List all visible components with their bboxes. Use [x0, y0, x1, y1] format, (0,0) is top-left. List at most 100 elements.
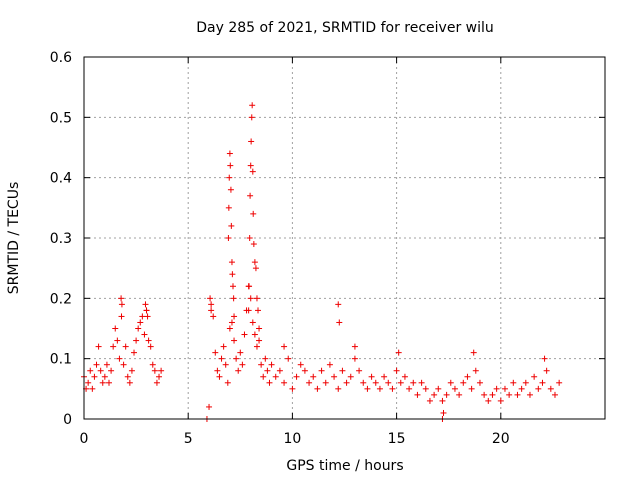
data-point [356, 367, 363, 374]
data-point [226, 150, 233, 157]
data-point [239, 361, 246, 368]
data-point [401, 373, 408, 380]
x-tick-label: 0 [80, 431, 89, 447]
data-point [335, 385, 342, 392]
data-point [249, 168, 256, 175]
data-point [253, 343, 260, 350]
data-point [397, 379, 404, 386]
data-point [225, 204, 232, 211]
data-point [114, 337, 121, 344]
data-point [228, 319, 235, 326]
data-point [120, 361, 127, 368]
data-point [135, 325, 142, 332]
data-point [93, 361, 100, 368]
data-point [131, 349, 138, 356]
data-point [489, 391, 496, 398]
data-point [326, 361, 333, 368]
data-point [406, 385, 413, 392]
data-point [276, 367, 283, 374]
data-point [522, 379, 529, 386]
data-point [147, 343, 154, 350]
data-point [376, 385, 383, 392]
data-point [85, 379, 92, 386]
data-point [251, 259, 258, 266]
data-point [551, 391, 558, 398]
data-point [310, 373, 317, 380]
data-point [351, 343, 358, 350]
data-point [87, 367, 94, 374]
data-point [145, 337, 152, 344]
data-point [389, 385, 396, 392]
data-point [233, 355, 240, 362]
data-point [293, 373, 300, 380]
data-point [126, 379, 133, 386]
data-point [426, 397, 433, 404]
data-point [422, 385, 429, 392]
data-point [272, 373, 279, 380]
data-point [481, 391, 488, 398]
data-point [331, 373, 338, 380]
data-point [228, 259, 235, 266]
data-point [556, 379, 563, 386]
data-point [251, 331, 258, 338]
data-point [447, 379, 454, 386]
data-point [227, 162, 234, 169]
data-point [229, 271, 236, 278]
data-point [322, 379, 329, 386]
data-point [395, 349, 402, 356]
x-axis-label: GPS time / hours [286, 458, 403, 474]
data-point [118, 301, 125, 308]
data-point [112, 325, 119, 332]
data-point [301, 367, 308, 374]
data-point [118, 313, 125, 320]
data-point [493, 385, 500, 392]
x-tick-label: 15 [388, 431, 406, 447]
data-point [237, 349, 244, 356]
data-point [208, 307, 215, 314]
y-tick-label: 0.3 [50, 231, 72, 247]
x-axis: 0 5 10 15 20 [80, 57, 510, 447]
data-point [531, 373, 538, 380]
data-point [256, 325, 263, 332]
data-point [410, 379, 417, 386]
data-point [268, 361, 275, 368]
data-point [360, 379, 367, 386]
x-tick-label: 10 [283, 431, 301, 447]
data-point [224, 379, 231, 386]
data-point [246, 283, 253, 290]
data-point [231, 313, 238, 320]
data-point [246, 235, 253, 241]
y-tick-label: 0.5 [50, 110, 72, 126]
data-point [476, 379, 483, 386]
data-point [260, 373, 267, 380]
data-point [514, 391, 521, 398]
data-point [451, 385, 458, 392]
data-point [156, 373, 163, 380]
data-point [414, 391, 421, 398]
data-point [110, 343, 117, 350]
data-point [235, 367, 242, 374]
data-point [106, 379, 113, 386]
x-tick-label: 5 [184, 431, 193, 447]
data-point [95, 343, 102, 350]
data-point [101, 373, 108, 380]
data-point [543, 367, 550, 374]
data-point [418, 379, 425, 386]
data-point [218, 355, 225, 362]
data-point [318, 367, 325, 374]
data-point [253, 295, 260, 302]
data-point [252, 265, 259, 272]
chart-title: Day 285 of 2021, SRMTID for receiver wil… [196, 20, 494, 36]
data-point [506, 391, 513, 398]
data-point [336, 319, 343, 326]
data-point [241, 331, 248, 338]
data-point [247, 295, 254, 302]
data-point [103, 361, 110, 368]
data-point [485, 397, 492, 404]
data-point [535, 385, 542, 392]
data-point [266, 379, 273, 386]
data-point [226, 174, 233, 181]
y-axis-label: SRMTID / TECUs [6, 182, 22, 295]
data-point [230, 295, 237, 302]
